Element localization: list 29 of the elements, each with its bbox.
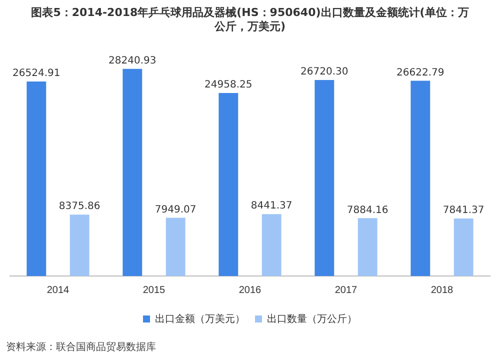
data-label: 28240.93 xyxy=(108,55,156,66)
data-label: 8375.86 xyxy=(58,201,100,212)
data-label: 7949.07 xyxy=(154,204,196,216)
bar xyxy=(70,214,90,276)
x-tick-label: 2017 xyxy=(334,284,358,296)
data-label: 26720.30 xyxy=(300,66,348,78)
data-label: 26524.91 xyxy=(12,68,60,80)
legend-label: 出口金额（万美元） xyxy=(155,312,245,325)
x-tick-label: 2018 xyxy=(430,284,454,296)
data-label: 26622.79 xyxy=(396,67,444,78)
bar xyxy=(218,92,238,276)
data-label: 7884.16 xyxy=(346,204,388,216)
bar xyxy=(122,68,142,276)
bar xyxy=(314,80,334,276)
bar xyxy=(358,218,378,276)
x-tick-label: 2014 xyxy=(46,284,70,296)
data-label: 7841.37 xyxy=(442,205,484,216)
legend-label: 出口数量（万公斤） xyxy=(267,312,357,325)
bar xyxy=(454,218,474,276)
data-label: 8441.37 xyxy=(250,200,292,212)
bar xyxy=(410,80,430,276)
bar xyxy=(262,214,282,276)
bar xyxy=(166,218,186,276)
data-label: 24958.25 xyxy=(204,80,252,91)
x-tick-label: 2015 xyxy=(142,284,166,296)
text: 资料来源：联合国商品贸易数据库 xyxy=(6,340,156,354)
x-tick-label: 2016 xyxy=(238,284,262,296)
chart-title: 图表5：2014-2018年乒乓球用品及器械(HS：950640)出口数量及金额统计(单位：万公斤，万美元) xyxy=(30,6,470,34)
bar xyxy=(26,81,46,276)
